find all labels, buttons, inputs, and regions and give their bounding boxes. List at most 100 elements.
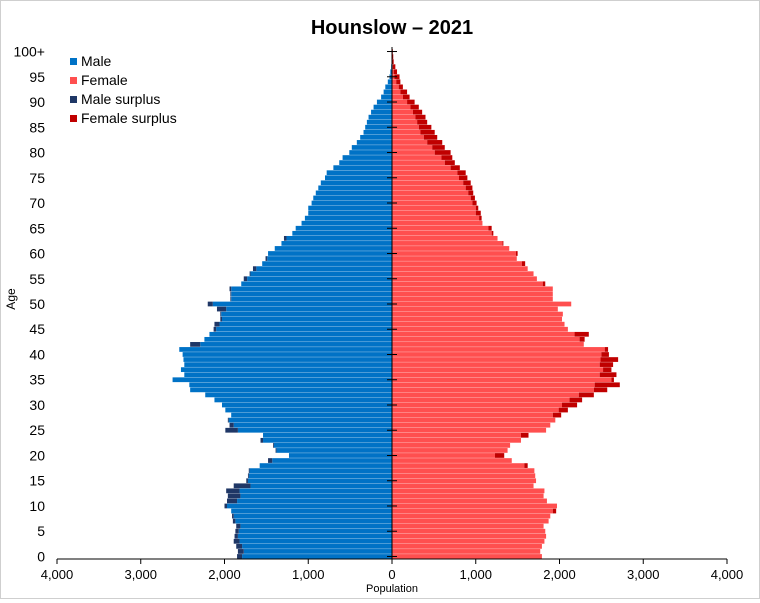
male-bar (248, 478, 392, 483)
female-bar (392, 423, 550, 428)
y-tick-label: 5 (37, 523, 45, 539)
male-bar (275, 246, 392, 251)
female-surplus-bar (417, 120, 427, 125)
y-tick-label: 50 (29, 296, 45, 312)
male-bar (357, 140, 392, 145)
legend-swatch (70, 96, 77, 103)
legend-swatch (70, 77, 77, 84)
y-tick-label: 55 (29, 271, 45, 287)
y-axis-label: Age (4, 288, 18, 310)
female-bar (392, 84, 399, 89)
male-bar (256, 266, 392, 271)
female-bar (392, 398, 570, 403)
female-bar (392, 524, 544, 529)
female-bar (392, 271, 534, 276)
male-bar (267, 256, 392, 261)
female-surplus-bar (427, 140, 442, 145)
y-tick-label: 40 (29, 346, 45, 362)
male-bar (263, 438, 392, 443)
male-bar (231, 292, 392, 297)
male-bar (227, 504, 392, 509)
female-surplus-bar (492, 231, 494, 236)
y-tick-label: 95 (29, 69, 45, 85)
legend-label: Female surplus (81, 110, 177, 126)
male-bar (250, 483, 392, 488)
male-bar (302, 221, 392, 226)
female-bar (392, 170, 457, 175)
male-bar (231, 286, 392, 291)
female-surplus-bar (479, 216, 482, 221)
female-surplus-bar (419, 125, 432, 130)
female-bar (392, 297, 553, 302)
female-bar (392, 312, 563, 317)
y-tick-label: 60 (29, 246, 45, 262)
female-bar (392, 281, 543, 286)
female-bar (392, 554, 542, 559)
male-bar (262, 261, 392, 266)
male-bar (222, 403, 392, 408)
female-surplus-bar (559, 408, 568, 413)
male-bar (240, 524, 392, 529)
female-bar (392, 433, 521, 438)
male-bar (229, 418, 392, 423)
female-bar (392, 478, 536, 483)
male-bar (190, 387, 392, 392)
female-bar (392, 145, 432, 150)
male-bar (364, 130, 392, 135)
female-bar (392, 206, 476, 211)
female-bar (392, 196, 471, 201)
female-surplus-bar (522, 261, 525, 266)
male-bar (226, 307, 392, 312)
male-bar (216, 327, 392, 332)
male-bar (222, 317, 392, 322)
male-bar (205, 393, 392, 398)
y-tick-label: 30 (29, 397, 45, 413)
male-bar (272, 458, 392, 463)
male-bar (286, 236, 392, 241)
male-bar (237, 499, 392, 504)
female-bar (392, 160, 445, 165)
female-bar (392, 110, 413, 115)
male-bar (181, 367, 392, 372)
male-bar (384, 90, 392, 95)
female-bar (392, 211, 476, 216)
male-bar (316, 191, 392, 196)
legend-item: Male surplus (70, 91, 160, 107)
male-bar (276, 448, 392, 453)
female-bar (392, 514, 550, 519)
male-bar (325, 175, 392, 180)
male-surplus-bar (235, 534, 238, 539)
male-bar (352, 145, 392, 150)
female-bar (392, 428, 546, 433)
female-surplus-bar (580, 337, 585, 342)
male-bar (242, 544, 392, 549)
male-surplus-bar (234, 483, 251, 488)
female-bar (392, 372, 600, 377)
female-bar (392, 120, 417, 125)
female-bar (392, 276, 537, 281)
female-surplus-bar (562, 403, 577, 408)
female-surplus-bar (445, 160, 455, 165)
male-surplus-bar (232, 514, 234, 519)
male-bar (360, 135, 392, 140)
female-bar (392, 322, 565, 327)
female-surplus-bar (413, 110, 422, 115)
female-bar (392, 256, 517, 261)
male-surplus-bar (253, 266, 256, 271)
male-bar (221, 312, 392, 317)
female-surplus-bar (579, 393, 594, 398)
female-surplus-bar (476, 206, 479, 211)
female-surplus-bar (441, 155, 452, 160)
female-surplus-bar (570, 398, 583, 403)
male-surplus-bar (214, 327, 217, 332)
male-bar (238, 534, 392, 539)
legend-swatch (70, 58, 77, 65)
female-bar (392, 448, 508, 453)
x-tick-label: 1,000 (292, 567, 325, 582)
y-tick-label: 35 (29, 372, 45, 388)
female-bar (392, 307, 558, 312)
female-surplus-bar (600, 372, 617, 377)
female-surplus-bar (459, 175, 467, 180)
